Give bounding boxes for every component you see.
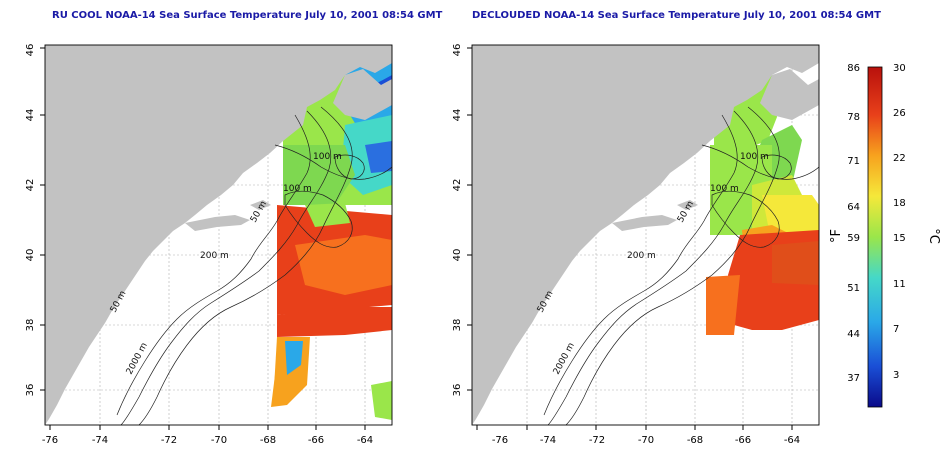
colorbar-f-64: 64 <box>847 202 860 213</box>
colorbar-c-7: 7 <box>893 324 899 335</box>
colorbar-f-51: 51 <box>847 283 860 294</box>
left-contour-label-100m-a: 100 m <box>313 152 342 162</box>
right-lat-axis: 36 38 40 42 44 46 <box>452 44 472 397</box>
right-lon-axis: -76 -74 -72 -70 -68 -66 -64 <box>476 425 800 446</box>
left-lon-76: -76 <box>42 435 58 446</box>
left-lat-42: 42 <box>25 179 36 192</box>
left-map-panel: 100 m 100 m 50 m 200 m 50 m 2000 m 36 38… <box>25 44 393 446</box>
colorbar-c-18: 18 <box>893 198 906 209</box>
colorbar-f-59: 59 <box>847 233 860 244</box>
colorbar-c-22: 22 <box>893 153 906 164</box>
colorbar-f-78: 78 <box>847 112 860 123</box>
right-lon-72: -72 <box>589 435 605 446</box>
right-lat-44: 44 <box>452 109 463 122</box>
sst-colorbar: 86 78 71 64 59 51 44 37 30 26 22 18 15 1… <box>829 63 941 408</box>
right-lat-36: 36 <box>452 384 463 397</box>
left-lon-axis: -76 -74 -72 -70 -68 -66 -64 <box>42 425 373 446</box>
left-lon-68: -68 <box>260 435 276 446</box>
right-contour-label-200m: 200 m <box>627 251 656 261</box>
right-lat-46: 46 <box>452 44 463 57</box>
colorbar-c-15: 15 <box>893 233 906 244</box>
left-lat-40: 40 <box>25 249 36 262</box>
colorbar-c-30: 30 <box>893 63 906 74</box>
left-lat-44: 44 <box>25 109 36 122</box>
colorbar-f-44: 44 <box>847 329 860 340</box>
left-map-title: RU COOL NOAA-14 Sea Surface Temperature … <box>52 10 443 21</box>
left-lon-66: -66 <box>308 435 324 446</box>
left-lon-64: -64 <box>357 435 373 446</box>
left-lat-axis: 36 38 40 42 44 46 <box>25 44 45 397</box>
right-contour-label-100m-a: 100 m <box>740 152 769 162</box>
right-lon-64: -64 <box>784 435 800 446</box>
right-contour-label-100m-b: 100 m <box>710 184 739 194</box>
left-lon-72: -72 <box>161 435 177 446</box>
left-lon-74: -74 <box>92 435 108 446</box>
left-contour-label-200m: 200 m <box>200 251 229 261</box>
colorbar-f-37: 37 <box>847 373 860 384</box>
colorbar-gradient <box>867 66 883 408</box>
left-lat-36: 36 <box>25 384 36 397</box>
right-map-panel: 100 m 100 m 50 m 200 m 50 m 2000 m 36 38… <box>452 44 820 446</box>
right-map-title: DECLOUDED NOAA-14 Sea Surface Temperatur… <box>472 10 881 21</box>
colorbar-f-86: 86 <box>847 63 860 74</box>
colorbar-fahrenheit-unit: °F <box>829 229 844 243</box>
right-lon-74: -74 <box>540 435 556 446</box>
colorbar-c-11: 11 <box>893 279 906 290</box>
right-lon-66: -66 <box>735 435 751 446</box>
right-lon-68: -68 <box>687 435 703 446</box>
left-contour-label-100m-b: 100 m <box>283 184 312 194</box>
left-lon-70: -70 <box>211 435 227 446</box>
colorbar-f-71: 71 <box>847 156 860 167</box>
colorbar-celsius-unit: °C <box>926 228 941 244</box>
colorbar-c-3: 3 <box>893 370 899 381</box>
right-lat-38: 38 <box>452 319 463 332</box>
colorbar-c-26: 26 <box>893 108 906 119</box>
right-lon-70: -70 <box>638 435 654 446</box>
right-lon-76: -76 <box>492 435 508 446</box>
right-lat-40: 40 <box>452 249 463 262</box>
left-lat-46: 46 <box>25 44 36 57</box>
right-lat-42: 42 <box>452 179 463 192</box>
left-lat-38: 38 <box>25 319 36 332</box>
